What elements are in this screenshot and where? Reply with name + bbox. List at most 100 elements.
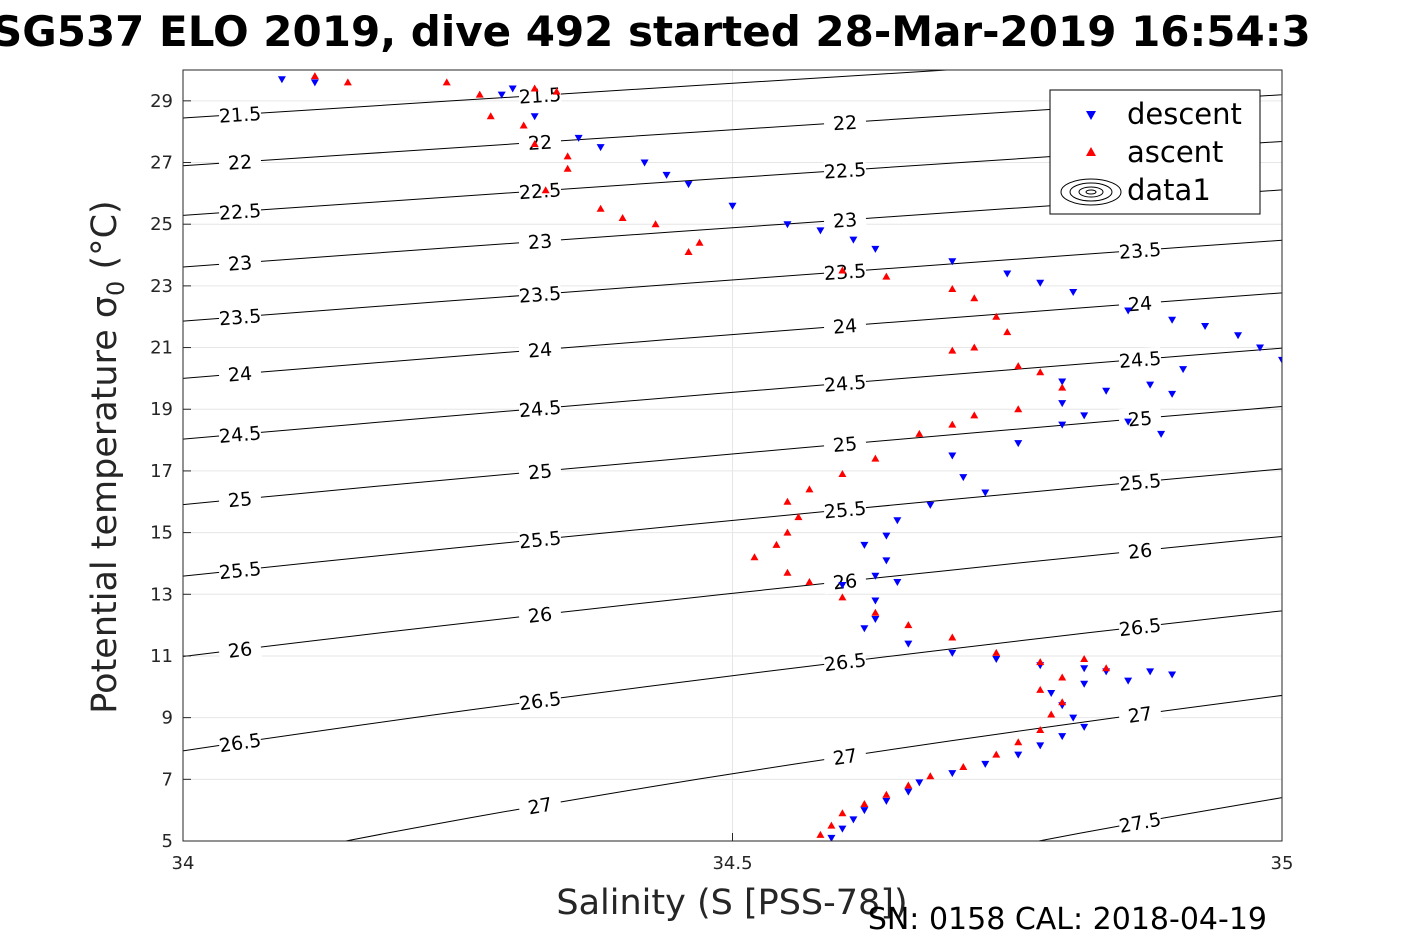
descent-point — [871, 245, 880, 253]
contour-label-bg — [518, 395, 562, 422]
ascent-point — [838, 593, 847, 601]
descent-point — [1168, 671, 1177, 679]
descent-point — [1168, 316, 1177, 324]
y-tick-label: 21 — [150, 338, 173, 359]
legend-contour-label: data1 — [1127, 173, 1211, 207]
ascent-point — [882, 272, 891, 280]
contour-label-bg — [1117, 537, 1163, 564]
contour-label: 23.5 — [218, 305, 262, 330]
descent-point — [827, 834, 836, 841]
contour-label-bg — [1118, 237, 1162, 263]
ascent-point — [926, 772, 935, 780]
contour-label-bg — [823, 207, 867, 233]
y-tick-label: 13 — [150, 584, 173, 605]
ascent-point — [970, 343, 979, 351]
contour-label-bg — [218, 361, 262, 387]
y-tick-label: 25 — [150, 214, 173, 235]
axis-ticks: 34 34.5 35 5 7 9 11 13 15 17 19 21 23 25 27 29 — [150, 91, 1293, 874]
legend-ascent-label: ascent — [1127, 135, 1223, 169]
contour-label-bg — [218, 102, 262, 127]
contour-label-bg — [518, 337, 562, 363]
descent-point — [662, 171, 671, 179]
contour-label-bg — [218, 421, 262, 447]
ascent-point — [904, 621, 913, 629]
descent-point — [1146, 668, 1155, 676]
descent-point — [1069, 714, 1078, 722]
contour-label: 24 — [227, 363, 253, 387]
descent-point — [1058, 400, 1067, 408]
ascent-point — [310, 72, 319, 80]
descent-point — [871, 615, 880, 623]
contour-label-bg — [217, 556, 263, 584]
contour-label: 24 — [1127, 293, 1153, 317]
descent-point — [1080, 665, 1089, 673]
contour-label-bg — [518, 281, 562, 307]
y-tick-label: 11 — [150, 646, 173, 667]
legend: descent ascent data1 — [1049, 89, 1261, 215]
descent-point — [1168, 390, 1177, 398]
ascent-point — [530, 84, 539, 92]
y-axis-label-sub: 0 — [102, 281, 130, 296]
y-tick-label: 7 — [162, 769, 173, 790]
legend-contour-icon — [1060, 178, 1122, 206]
x-axis-label: Salinity (S [PSS-78]) — [556, 883, 907, 923]
y-axis-label: Potential temperature σ0 (°C) — [85, 200, 130, 713]
contour-label: 25.5 — [1118, 470, 1162, 496]
descent-point — [948, 258, 957, 266]
y-tick-label: 5 — [162, 831, 173, 852]
contour-label-bg — [823, 157, 867, 183]
descent-point — [871, 572, 880, 580]
descent-point — [849, 236, 858, 244]
contour-label-bg — [822, 648, 868, 676]
ascent-point — [1014, 362, 1023, 370]
ascent-point — [915, 429, 924, 437]
ascent-point — [486, 112, 495, 120]
y-tick-label: 27 — [150, 153, 173, 174]
ascent-point — [442, 78, 451, 86]
contour-label-bg — [218, 486, 262, 513]
descent-point — [838, 582, 847, 590]
legend-descent-label: descent — [1127, 97, 1242, 131]
ascent-point — [838, 809, 847, 817]
contour-label-bg — [1117, 613, 1163, 641]
contour-label-bg — [518, 526, 562, 553]
descent-point — [1003, 270, 1012, 278]
contour-label-bg — [218, 198, 262, 224]
x-tick-label: 34 — [172, 853, 195, 874]
contour-label-bg — [518, 458, 562, 485]
ascent-point — [519, 121, 528, 129]
contour-label-bg — [217, 728, 263, 757]
contour-label-bg — [517, 601, 563, 628]
contour-label: 22 — [227, 151, 253, 175]
ascent-point — [948, 420, 957, 428]
contour-label-bg — [218, 250, 262, 276]
descent-point — [882, 797, 891, 805]
descent-point — [1278, 356, 1282, 364]
contour-label: 24.5 — [518, 397, 562, 422]
descent-point — [277, 76, 286, 84]
contour-label: 23.5 — [1118, 239, 1162, 264]
ascent-point — [992, 312, 1001, 320]
descent-point — [1058, 733, 1067, 741]
ascent-point — [794, 513, 803, 521]
contour-label: 25 — [227, 488, 253, 512]
contour-label-bg — [1118, 469, 1162, 495]
ascent-point — [1058, 673, 1067, 681]
contour-label: 23 — [527, 230, 553, 254]
contour-label-bg — [823, 496, 867, 523]
descent-point — [1124, 418, 1133, 426]
descent-point — [992, 656, 1001, 664]
y-tick-label: 19 — [150, 399, 173, 420]
ascent-point — [948, 633, 957, 641]
contour-label-bg — [822, 742, 868, 771]
contour-label: 24.5 — [1118, 348, 1162, 373]
descent-point — [948, 770, 957, 778]
contour-label: 23 — [832, 209, 858, 233]
ascent-point — [805, 485, 814, 493]
ascent-point — [695, 238, 704, 246]
descent-point — [926, 501, 935, 509]
contour-label-bg — [823, 110, 867, 135]
descent-point — [860, 625, 869, 633]
calibration-footer: SN: 0158 CAL: 2018-04-19 — [868, 902, 1267, 937]
